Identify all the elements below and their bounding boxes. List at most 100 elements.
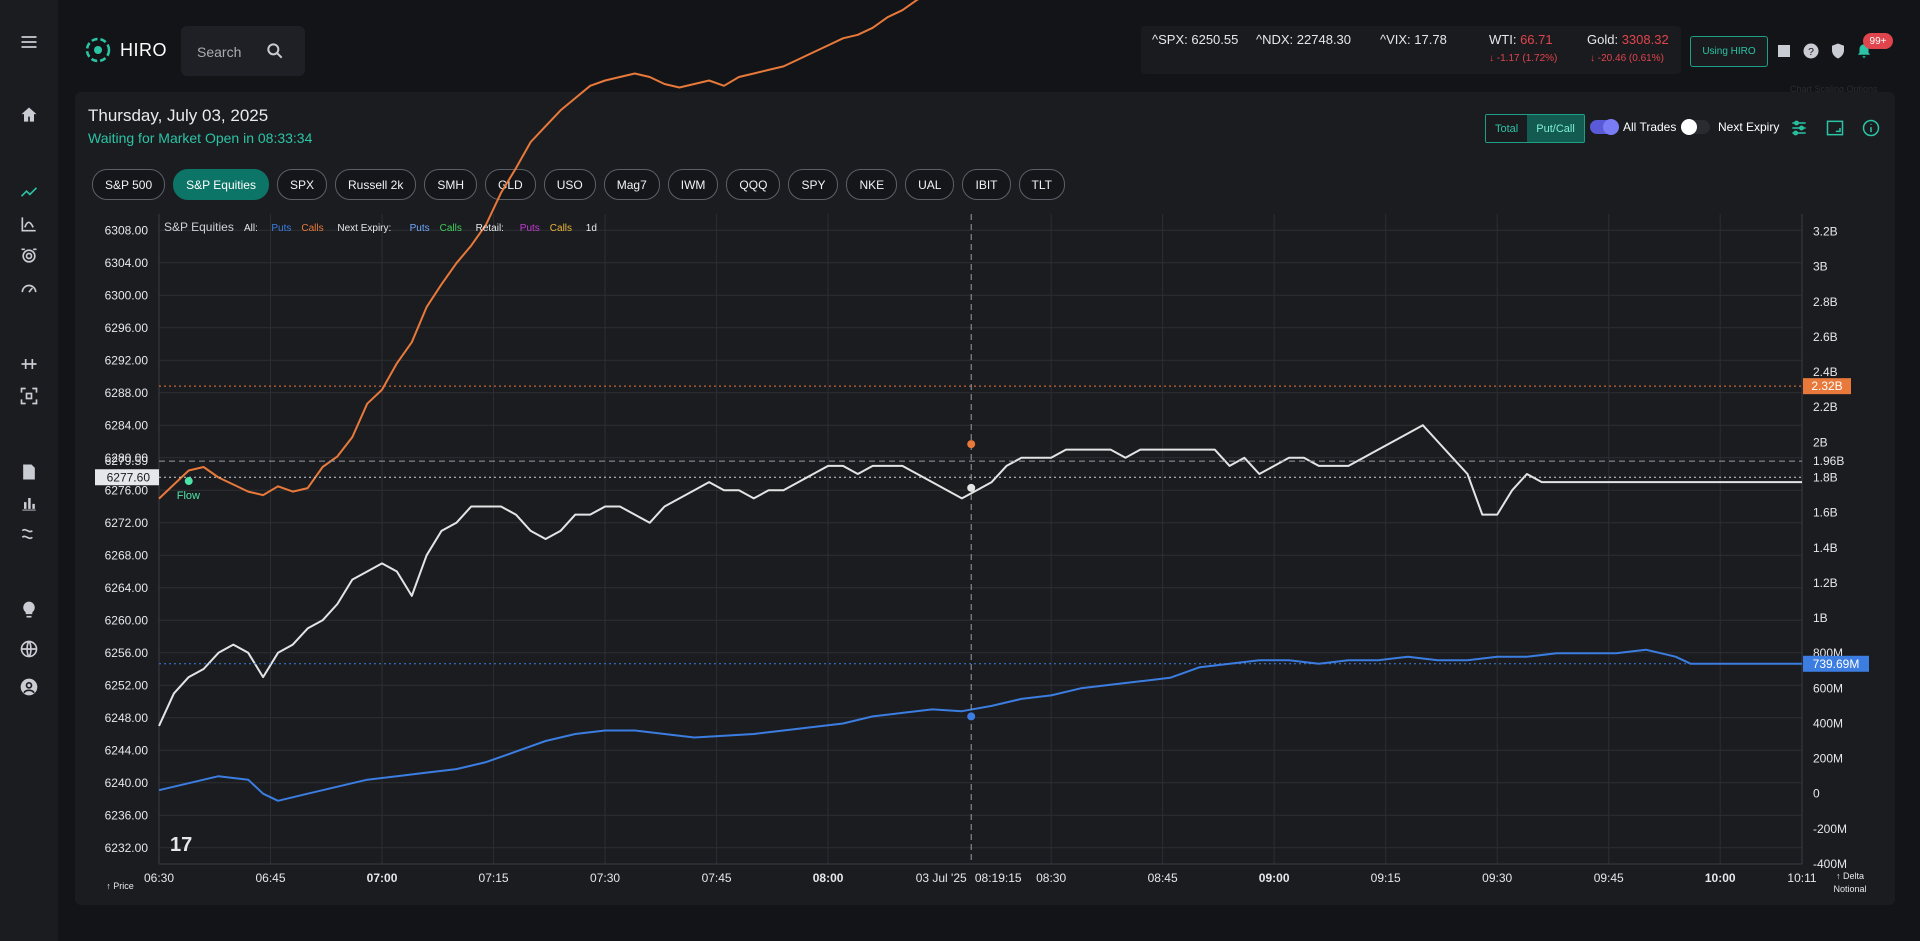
x-tick-label: 08:30 [1036, 871, 1066, 885]
right-tick-label: 3.2B [1813, 225, 1838, 239]
series-line-price [158, 424, 1802, 727]
right-tick-label: -200M [1813, 822, 1847, 836]
right-tick-label: -400M [1813, 857, 1847, 871]
x-tick-label: 07:15 [479, 871, 509, 885]
right-tick-label: 2.8B [1813, 295, 1838, 309]
y-tick-label: 6248.00 [105, 711, 149, 725]
info-icon[interactable] [1861, 118, 1881, 138]
legend-item: Puts [271, 223, 291, 234]
lightbulb-icon[interactable] [17, 598, 41, 622]
chip-nke[interactable]: NKE [846, 169, 898, 200]
market-status: Waiting for Market Open in 08:33:34 [88, 130, 313, 146]
page-title: Thursday, July 03, 2025 [88, 106, 269, 125]
next-expiry-toggle[interactable] [1681, 119, 1710, 135]
logo-icon [85, 37, 111, 63]
picture-icon[interactable] [1825, 118, 1845, 138]
calls-value-label: 2.32B [1811, 379, 1842, 393]
ticker-wti[interactable]: WTI: 66.71 [1489, 32, 1553, 47]
home-icon[interactable] [17, 103, 41, 127]
total-button[interactable]: Total [1486, 115, 1528, 142]
y-tick-label: 6252.00 [105, 678, 149, 692]
chip-smh[interactable]: SMH [424, 169, 478, 200]
scan-icon[interactable] [17, 384, 41, 408]
flow-icon[interactable] [17, 522, 41, 546]
y-tick-label: 6280.00 [105, 451, 149, 465]
x-tick-label: 07:00 [367, 871, 398, 885]
price-cross-label: 6279.59 [105, 454, 149, 468]
main-panel: Thursday, July 03, 2025 Waiting for Mark… [75, 92, 1895, 905]
help-icon[interactable]: ? [1802, 42, 1820, 60]
ticker-gold-change: ↓ -20.46 (0.61%) [1590, 53, 1664, 64]
search-icon[interactable] [265, 41, 285, 61]
legend-item: Puts [520, 223, 540, 234]
right-tick-label: 0 [1813, 787, 1820, 801]
chip-tlt[interactable]: TLT [1018, 169, 1065, 200]
gauge-icon[interactable] [17, 276, 41, 300]
x-tick-label: 08:45 [1148, 871, 1178, 885]
ticker-ndx[interactable]: ^NDX: 22748.30 [1256, 32, 1352, 47]
y-tick-label: 6276.00 [105, 483, 149, 497]
next-expiry-label: Next Expiry [1718, 120, 1780, 134]
series-line-puts [158, 648, 1802, 802]
chip-s-p-equities[interactable]: S&P Equities [173, 169, 269, 200]
list-icon[interactable] [1775, 42, 1793, 60]
legend-group-label: Next Expiry: [337, 223, 391, 234]
search-box [181, 26, 305, 76]
chip-iwm[interactable]: IWM [667, 169, 719, 200]
right-tick-label: 1.8B [1813, 471, 1838, 485]
chip-s-p-500[interactable]: S&P 500 [92, 169, 166, 200]
bar-chart-icon[interactable] [17, 491, 41, 515]
trend-icon[interactable] [17, 180, 41, 204]
chip-ibit[interactable]: IBIT [962, 169, 1011, 200]
chip-spx[interactable]: SPX [276, 169, 327, 200]
price-current-box [95, 469, 159, 486]
y-tick-label: 6292.00 [105, 353, 149, 367]
calls-value-box [1803, 378, 1851, 395]
right-tick-label: 3B [1813, 260, 1828, 274]
y-tick-label: 6304.00 [105, 256, 149, 270]
ticker-vix[interactable]: ^VIX: 17.78 [1380, 32, 1447, 47]
brand[interactable]: HIRO [84, 36, 167, 64]
sliders-icon[interactable] [1789, 118, 1809, 138]
account-icon[interactable] [17, 675, 41, 699]
chip-gld[interactable]: GLD [485, 169, 536, 200]
y-tick-label: 6308.00 [105, 223, 149, 237]
using-hiro-button[interactable]: Using HIRO [1690, 36, 1768, 67]
ticker-gold[interactable]: Gold: 3308.32 [1587, 32, 1669, 47]
shield-icon[interactable] [1829, 42, 1847, 60]
chip-qqq[interactable]: QQQ [726, 169, 781, 200]
area-chart-icon[interactable] [17, 212, 41, 236]
chip-russell-2k[interactable]: Russell 2k [335, 169, 417, 200]
crosshair-date: 03 Jul '25 [916, 871, 967, 885]
document-icon[interactable] [17, 460, 41, 484]
ticker-wti-change: ↓ -1.17 (1.72%) [1489, 53, 1558, 64]
legend-item: Calls [301, 223, 323, 234]
chip-uso[interactable]: USO [543, 169, 596, 200]
all-trades-toggle[interactable] [1590, 119, 1619, 135]
chip-mag7[interactable]: Mag7 [603, 169, 660, 200]
legend-item: Calls [550, 223, 572, 234]
right-tick-label: 2.2B [1813, 400, 1838, 414]
right-tick-label: 1.2B [1813, 576, 1838, 590]
y-tick-label: 6240.00 [105, 776, 149, 790]
brand-name: HIRO [120, 39, 167, 60]
put-call-button[interactable]: Put/Call [1527, 115, 1584, 142]
chip-ual[interactable]: UAL [905, 169, 955, 200]
market-ticker: ^SPX: 6250.55 ^NDX: 22748.30 ^VIX: 17.78… [1141, 26, 1681, 74]
x-tick-label: 07:30 [590, 871, 620, 885]
view-toggle: Total Put/Call [1485, 114, 1585, 143]
flow-marker [184, 477, 193, 486]
left-axis-label: ↑ Price [106, 881, 134, 891]
tilde-icon[interactable] [17, 352, 41, 376]
chip-spy[interactable]: SPY [788, 169, 839, 200]
search-input[interactable] [195, 41, 269, 63]
ticker-spx[interactable]: ^SPX: 6250.55 [1152, 32, 1239, 47]
globe-icon[interactable] [17, 637, 41, 661]
legend-title: S&P Equities [164, 220, 234, 234]
y-tick-label: 6236.00 [105, 808, 149, 822]
notifications-badge[interactable]: 99+ [1863, 33, 1893, 49]
scope-icon[interactable] [17, 244, 41, 268]
menu-icon[interactable] [17, 30, 41, 54]
x-tick-label: 06:45 [256, 871, 286, 885]
